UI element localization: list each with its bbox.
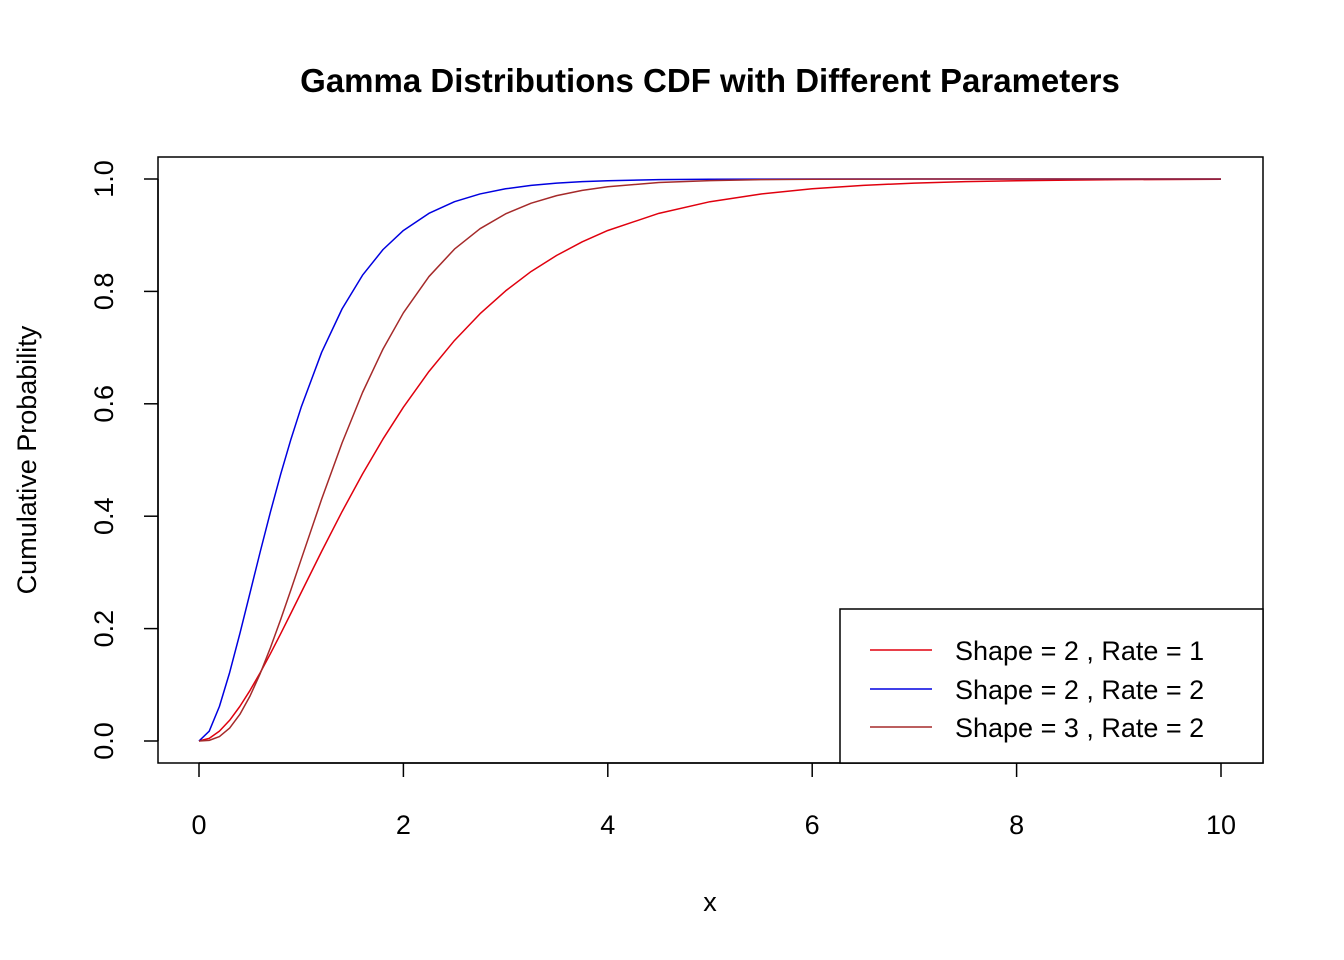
legend-label-series-3: Shape = 3 , Rate = 2: [955, 713, 1204, 743]
x-tick-label: 6: [805, 810, 820, 840]
series-line-3: [198, 178, 1221, 742]
y-tick-label: 1.0: [89, 160, 119, 198]
x-axis-label: x: [703, 887, 717, 917]
x-tick-label: 4: [600, 810, 615, 840]
x-tick-label: 2: [396, 810, 411, 840]
legend-label-series-2: Shape = 2 , Rate = 2: [955, 675, 1204, 705]
x-axis: 0 2 4 6 8 10: [191, 762, 1236, 840]
y-tick-label: 0.2: [89, 610, 119, 648]
y-tick-label: 0.6: [89, 385, 119, 423]
x-tick-label: 10: [1206, 810, 1236, 840]
y-tick-label: 0.0: [89, 722, 119, 760]
x-tick-label: 8: [1009, 810, 1024, 840]
y-axis-label: Cumulative Probability: [12, 325, 42, 594]
chart-title: Gamma Distributions CDF with Different P…: [300, 62, 1120, 99]
x-tick-label: 0: [191, 810, 206, 840]
y-axis: 0.0 0.2 0.4 0.6 0.8 1.0: [89, 160, 159, 760]
y-tick-label: 0.4: [89, 497, 119, 535]
legend-box: [839, 608, 1264, 764]
legend-label-series-1: Shape = 2 , Rate = 1: [955, 636, 1204, 666]
series-lines: [198, 178, 1222, 742]
legend: Shape = 2 , Rate = 1 Shape = 2 , Rate = …: [839, 608, 1264, 764]
y-tick-label: 0.8: [89, 273, 119, 311]
